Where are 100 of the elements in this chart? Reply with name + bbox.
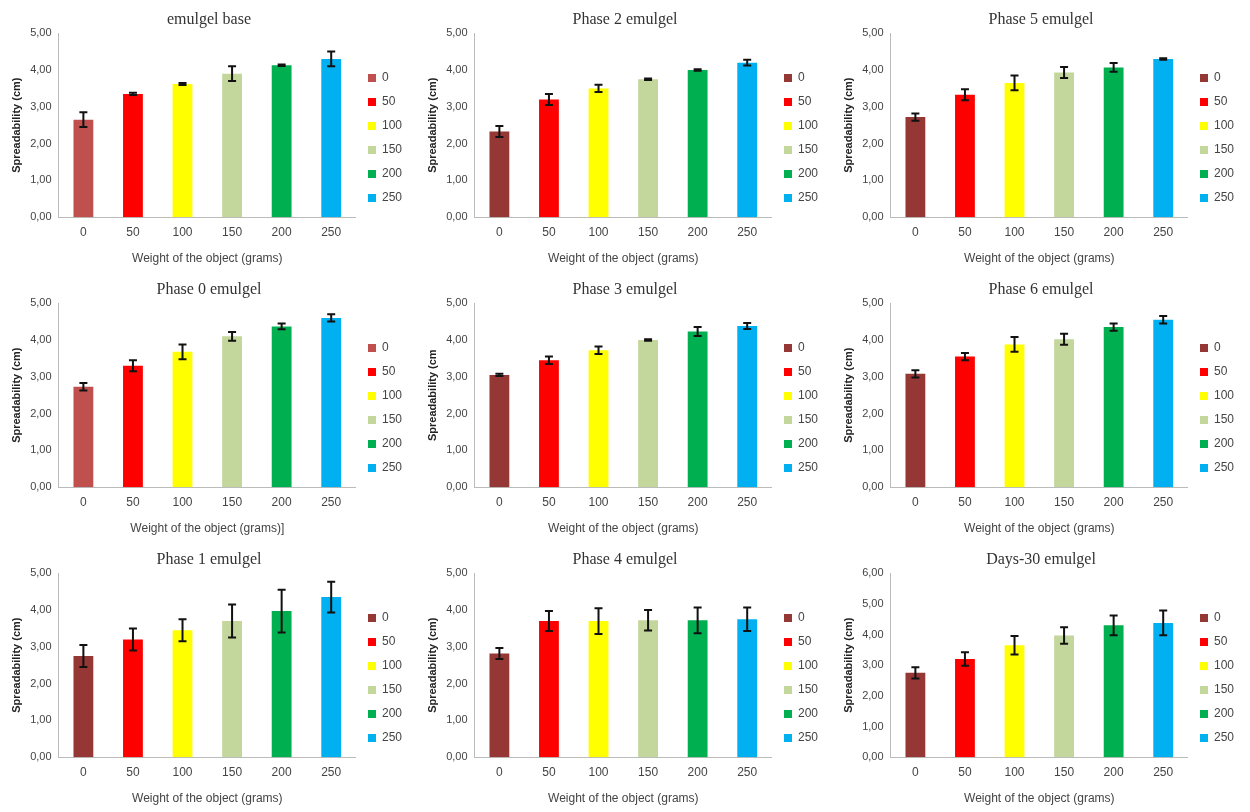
y-tick-label: 3,00 bbox=[446, 639, 468, 652]
y-tick-label: 4,00 bbox=[30, 333, 52, 346]
y-tick-label: 0,00 bbox=[30, 750, 52, 763]
legend-label: 100 bbox=[797, 118, 819, 133]
legend-label: 0 bbox=[381, 340, 389, 355]
legend-label: 0 bbox=[1213, 610, 1221, 625]
legend-label: 0 bbox=[1213, 340, 1221, 355]
legend-label: 0 bbox=[1213, 70, 1221, 85]
x-tick-label: 250 bbox=[1153, 764, 1174, 779]
legend-label: 150 bbox=[797, 412, 819, 427]
x-tick-label: 50 bbox=[126, 494, 140, 509]
legend-label: 250 bbox=[381, 190, 403, 205]
y-axis-title: Spreadability (cm) bbox=[425, 617, 438, 713]
y-axis-title: Spreadability (cm) bbox=[9, 617, 22, 713]
x-tick-label: 150 bbox=[1054, 224, 1075, 239]
x-axis-title: Weight of the object (grams) bbox=[548, 791, 699, 806]
y-tick-label: 4,00 bbox=[446, 333, 468, 346]
x-tick-label: 100 bbox=[588, 764, 609, 779]
y-tick-label: 2,00 bbox=[446, 136, 468, 149]
y-tick-label: 4,00 bbox=[862, 333, 884, 346]
legend-label: 0 bbox=[797, 340, 805, 355]
y-tick-label: 6,00 bbox=[862, 566, 884, 579]
legend-label: 200 bbox=[797, 706, 819, 721]
y-tick-label: 4,00 bbox=[446, 603, 468, 616]
y-tick-label: 1,00 bbox=[862, 719, 884, 732]
legend-label: 0 bbox=[797, 70, 805, 85]
y-tick-label: 2,00 bbox=[30, 676, 52, 689]
x-tick-label: 200 bbox=[1103, 224, 1124, 239]
chart-title: Phase 2 emulgel bbox=[572, 9, 678, 28]
legend-label: 250 bbox=[1213, 460, 1235, 475]
y-tick-label: 1,00 bbox=[446, 713, 468, 726]
legend-label: 150 bbox=[381, 142, 403, 157]
chart-title: Phase 5 emulgel bbox=[988, 9, 1094, 28]
legend-label: 50 bbox=[797, 94, 812, 109]
x-tick-label: 200 bbox=[271, 224, 292, 239]
chart-title: Phase 6 emulgel bbox=[988, 279, 1094, 298]
legend-label: 0 bbox=[797, 610, 805, 625]
x-tick-label: 250 bbox=[737, 224, 758, 239]
x-tick-label: 0 bbox=[912, 764, 920, 779]
legend-label: 250 bbox=[381, 460, 403, 475]
x-tick-label: 100 bbox=[172, 494, 193, 509]
x-tick-label: 200 bbox=[1103, 494, 1124, 509]
legend-label: 150 bbox=[381, 412, 403, 427]
legend-label: 100 bbox=[797, 658, 819, 673]
legend-label: 50 bbox=[1213, 634, 1228, 649]
x-axis-title: Weight of the object (grams) bbox=[548, 251, 699, 266]
x-tick-label: 50 bbox=[958, 764, 972, 779]
legend-label: 50 bbox=[1213, 364, 1228, 379]
y-tick-label: 2,00 bbox=[862, 136, 884, 149]
y-tick-label: 5,00 bbox=[30, 26, 52, 39]
y-tick-label: 3,00 bbox=[862, 99, 884, 112]
legend-label: 250 bbox=[1213, 730, 1235, 745]
x-tick-label: 50 bbox=[542, 224, 556, 239]
x-tick-label: 0 bbox=[912, 224, 920, 239]
y-tick-label: 5,00 bbox=[30, 566, 52, 579]
chart-title: Phase 1 emulgel bbox=[156, 549, 262, 568]
y-tick-label: 0,00 bbox=[30, 210, 52, 223]
y-tick-label: 3,00 bbox=[30, 639, 52, 652]
y-tick-label: 3,00 bbox=[446, 99, 468, 112]
y-tick-label: 2,00 bbox=[862, 406, 884, 419]
x-tick-label: 200 bbox=[1103, 764, 1124, 779]
legend-label: 0 bbox=[381, 70, 389, 85]
legend-label: 200 bbox=[1213, 166, 1235, 181]
chart-title: Phase 3 emulgel bbox=[572, 279, 678, 298]
x-tick-label: 50 bbox=[958, 494, 972, 509]
legend-label: 50 bbox=[381, 364, 396, 379]
legend-label: 250 bbox=[797, 730, 819, 745]
x-tick-label: 250 bbox=[737, 764, 758, 779]
legend-label: 200 bbox=[797, 436, 819, 451]
x-tick-label: 250 bbox=[737, 494, 758, 509]
legend-label: 150 bbox=[1213, 682, 1235, 697]
x-tick-label: 200 bbox=[687, 224, 708, 239]
y-axis-title: Spreadability (cm) bbox=[841, 617, 854, 713]
x-tick-label: 250 bbox=[321, 494, 342, 509]
legend-label: 50 bbox=[381, 634, 396, 649]
legend-label: 200 bbox=[1213, 706, 1235, 721]
x-tick-label: 150 bbox=[222, 224, 243, 239]
chart-title: Phase 4 emulgel bbox=[572, 549, 678, 568]
x-tick-label: 200 bbox=[687, 764, 708, 779]
legend-label: 250 bbox=[1213, 190, 1235, 205]
legend-label: 150 bbox=[1213, 142, 1235, 157]
x-axis-title: Weight of the object (grams) bbox=[964, 251, 1115, 266]
x-tick-label: 200 bbox=[687, 494, 708, 509]
legend-label: 50 bbox=[1213, 94, 1228, 109]
y-tick-label: 0,00 bbox=[862, 750, 884, 763]
y-tick-label: 2,00 bbox=[446, 406, 468, 419]
x-tick-label: 100 bbox=[1004, 224, 1025, 239]
x-tick-label: 50 bbox=[542, 764, 556, 779]
x-tick-label: 100 bbox=[1004, 764, 1025, 779]
x-axis-title: Weight of the object (grams) bbox=[964, 521, 1115, 536]
legend-label: 100 bbox=[381, 388, 403, 403]
y-tick-label: 2,00 bbox=[446, 676, 468, 689]
legend-label: 200 bbox=[1213, 436, 1235, 451]
y-tick-label: 3,00 bbox=[862, 658, 884, 671]
x-tick-label: 150 bbox=[638, 494, 659, 509]
x-tick-label: 0 bbox=[80, 224, 88, 239]
x-tick-label: 150 bbox=[222, 764, 243, 779]
x-tick-label: 200 bbox=[271, 764, 292, 779]
x-axis-title: Weight of the object (grams) bbox=[132, 251, 283, 266]
y-tick-label: 0,00 bbox=[30, 480, 52, 493]
